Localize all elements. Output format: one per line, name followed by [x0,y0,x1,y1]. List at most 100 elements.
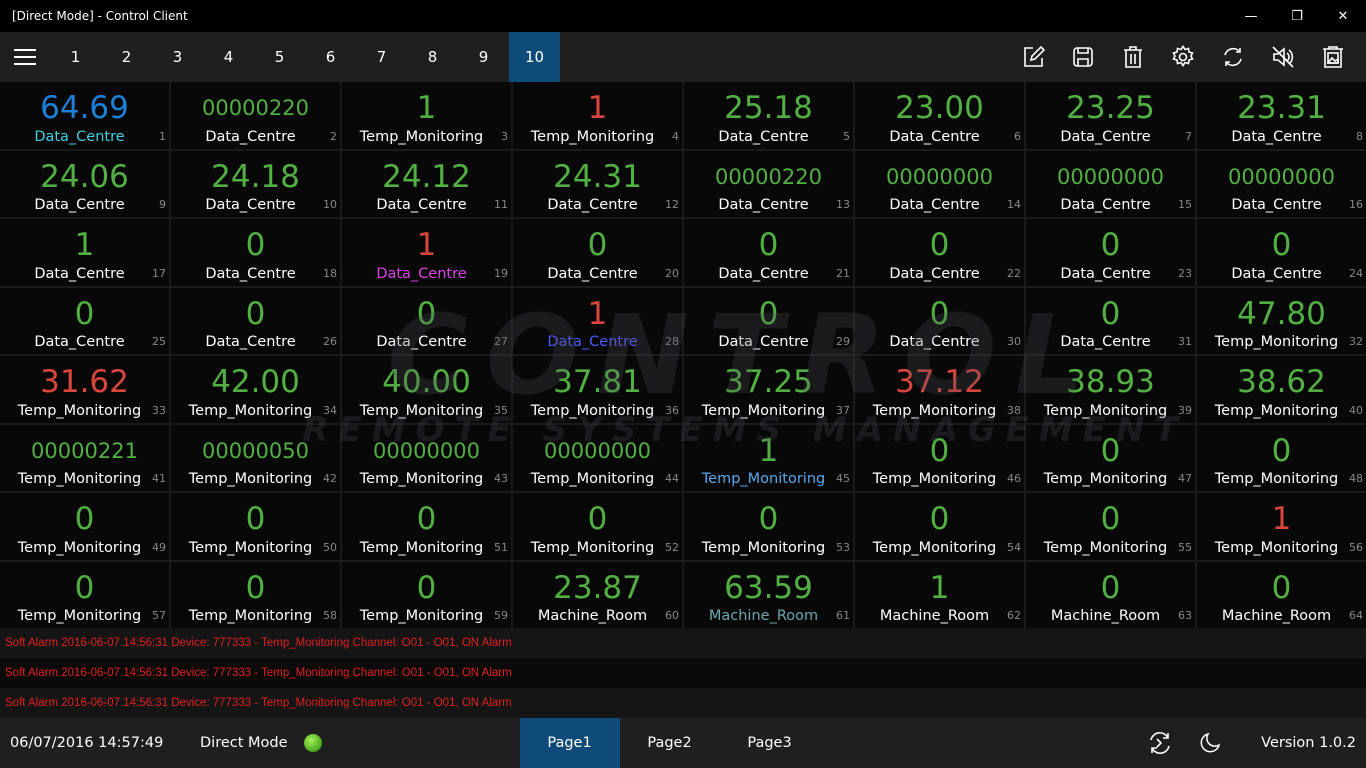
tab-7[interactable]: 7 [376,48,387,66]
channel-tile[interactable]: 0 Temp_Monitoring 48 [1197,424,1366,491]
delete-icon[interactable] [1108,32,1158,82]
clear-image-icon[interactable] [1308,32,1358,82]
channel-tile[interactable]: 0 Temp_Monitoring 51 [342,493,511,560]
channel-tile[interactable]: 0 Data_Centre 23 [1026,219,1195,286]
channel-tile[interactable]: 0 Data_Centre 20 [513,219,682,286]
channel-tile[interactable]: 0 Temp_Monitoring 55 [1026,493,1195,560]
channel-tile[interactable]: 1 Temp_Monitoring 4 [513,82,682,149]
channel-tile[interactable]: 00000000 Data_Centre 14 [855,150,1024,217]
channel-tile[interactable]: 38.93 Temp_Monitoring 39 [1026,356,1195,423]
tab-3[interactable]: 3 [172,48,183,66]
close-button[interactable]: ✕ [1337,8,1349,24]
channel-tile[interactable]: 47.80 Temp_Monitoring 32 [1197,287,1366,354]
channel-tile[interactable]: 37.25 Temp_Monitoring 37 [684,356,853,423]
channel-tile[interactable]: 00000000 Temp_Monitoring 44 [513,424,682,491]
channel-tile[interactable]: 0 Data_Centre 24 [1197,219,1366,286]
channel-tile[interactable]: 40.00 Temp_Monitoring 35 [342,356,511,423]
channel-tile[interactable]: 64.69 Data_Centre 1 [0,82,169,149]
channel-tile[interactable]: 0 Temp_Monitoring 46 [855,424,1024,491]
channel-tile[interactable]: 00000220 Data_Centre 13 [684,150,853,217]
restore-button[interactable]: ❐ [1291,8,1303,24]
channel-tile[interactable]: 24.06 Data_Centre 9 [0,150,169,217]
channel-tile[interactable]: 0 Data_Centre 21 [684,219,853,286]
channel-number: 15 [1178,198,1192,211]
channel-tile[interactable]: 00000220 Data_Centre 2 [171,82,340,149]
tab-1[interactable]: 1 [70,48,81,66]
channel-tile[interactable]: 37.81 Temp_Monitoring 36 [513,356,682,423]
channel-tile[interactable]: 63.59 Machine_Room 61 [684,561,853,628]
tab-10[interactable]: 10 [509,32,560,82]
channel-tile[interactable]: 0 Data_Centre 27 [342,287,511,354]
channel-tile[interactable]: 23.87 Machine_Room 60 [513,561,682,628]
channel-tile[interactable]: 0 Temp_Monitoring 59 [342,561,511,628]
channel-tile[interactable]: 23.31 Data_Centre 8 [1197,82,1366,149]
night-mode-icon[interactable] [1185,718,1235,768]
channel-tile[interactable]: 1 Temp_Monitoring 45 [684,424,853,491]
channel-tile[interactable]: 0 Data_Centre 25 [0,287,169,354]
channel-tile[interactable]: 1 Machine_Room 62 [855,561,1024,628]
mute-icon[interactable] [1258,32,1308,82]
channel-tile[interactable]: 24.12 Data_Centre 11 [342,150,511,217]
channel-tile[interactable]: 0 Data_Centre 29 [684,287,853,354]
sync-icon[interactable] [1135,718,1185,768]
channel-tile[interactable]: 0 Data_Centre 18 [171,219,340,286]
channel-tile[interactable]: 00000000 Data_Centre 15 [1026,150,1195,217]
channel-tile[interactable]: 0 Data_Centre 30 [855,287,1024,354]
settings-icon[interactable] [1158,32,1208,82]
channel-tile[interactable]: 00000050 Temp_Monitoring 42 [171,424,340,491]
alarm-row[interactable]: Soft Alarm 2016-06-07 14:56:31 Device: 7… [0,688,1366,718]
channel-tile[interactable]: 38.62 Temp_Monitoring 40 [1197,356,1366,423]
channel-tile[interactable]: 0 Data_Centre 22 [855,219,1024,286]
hamburger-menu-icon[interactable] [0,32,50,82]
channel-number: 54 [1007,540,1021,554]
channel-tile[interactable]: 25.18 Data_Centre 5 [684,82,853,149]
alarm-row[interactable]: Soft Alarm 2016-06-07 14:56:31 Device: 7… [0,628,1366,658]
channel-tile[interactable]: 0 Temp_Monitoring 49 [0,493,169,560]
channel-tile[interactable]: 31.62 Temp_Monitoring 33 [0,356,169,423]
channel-number: 41 [152,472,166,485]
minimize-button[interactable]: — [1244,8,1258,24]
channel-tile[interactable]: 0 Temp_Monitoring 54 [855,493,1024,560]
channel-tile[interactable]: 00000221 Temp_Monitoring 41 [0,424,169,491]
page-tab-2[interactable]: Page2 [647,735,692,751]
page-tab-1[interactable]: Page1 [519,718,620,768]
channel-value: 0 [1100,569,1121,606]
channel-device-label: Temp_Monitoring [530,471,655,487]
channel-tile[interactable]: 37.12 Temp_Monitoring 38 [855,356,1024,423]
tab-5[interactable]: 5 [274,48,285,66]
channel-tile[interactable]: 1 Temp_Monitoring 56 [1197,493,1366,560]
alarm-row[interactable]: Soft Alarm 2016-06-07 14:56:31 Device: 7… [0,658,1366,688]
page-tab-3[interactable]: Page3 [747,735,792,751]
tab-6[interactable]: 6 [325,48,336,66]
tab-2[interactable]: 2 [121,48,132,66]
tab-4[interactable]: 4 [223,48,234,66]
channel-tile[interactable]: 42.00 Temp_Monitoring 34 [171,356,340,423]
channel-tile[interactable]: 23.00 Data_Centre 6 [855,82,1024,149]
tab-9[interactable]: 9 [478,48,489,66]
channel-tile[interactable]: 0 Temp_Monitoring 58 [171,561,340,628]
channel-tile[interactable]: 0 Machine_Room 63 [1026,561,1195,628]
channel-tile[interactable]: 1 Data_Centre 28 [513,287,682,354]
channel-tile[interactable]: 24.18 Data_Centre 10 [171,150,340,217]
refresh-icon[interactable] [1208,32,1258,82]
channel-device-label: Temp_Monitoring [1214,402,1339,419]
channel-tile[interactable]: 23.25 Data_Centre 7 [1026,82,1195,149]
channel-tile[interactable]: 1 Temp_Monitoring 3 [342,82,511,149]
edit-icon[interactable] [1008,32,1058,82]
channel-tile[interactable]: 0 Temp_Monitoring 52 [513,493,682,560]
channel-tile[interactable]: 0 Temp_Monitoring 53 [684,493,853,560]
channel-tile[interactable]: 0 Data_Centre 31 [1026,287,1195,354]
channel-number: 62 [1007,609,1021,622]
channel-tile[interactable]: 0 Temp_Monitoring 47 [1026,424,1195,491]
channel-tile[interactable]: 0 Temp_Monitoring 50 [171,493,340,560]
channel-tile[interactable]: 0 Temp_Monitoring 57 [0,561,169,628]
channel-tile[interactable]: 00000000 Data_Centre 16 [1197,150,1366,217]
tab-8[interactable]: 8 [427,48,438,66]
channel-tile[interactable]: 24.31 Data_Centre 12 [513,150,682,217]
channel-tile[interactable]: 00000000 Temp_Monitoring 43 [342,424,511,491]
channel-tile[interactable]: 1 Data_Centre 19 [342,219,511,286]
channel-tile[interactable]: 0 Machine_Room 64 [1197,561,1366,628]
channel-tile[interactable]: 0 Data_Centre 26 [171,287,340,354]
save-icon[interactable] [1058,32,1108,82]
channel-tile[interactable]: 1 Data_Centre 17 [0,219,169,286]
